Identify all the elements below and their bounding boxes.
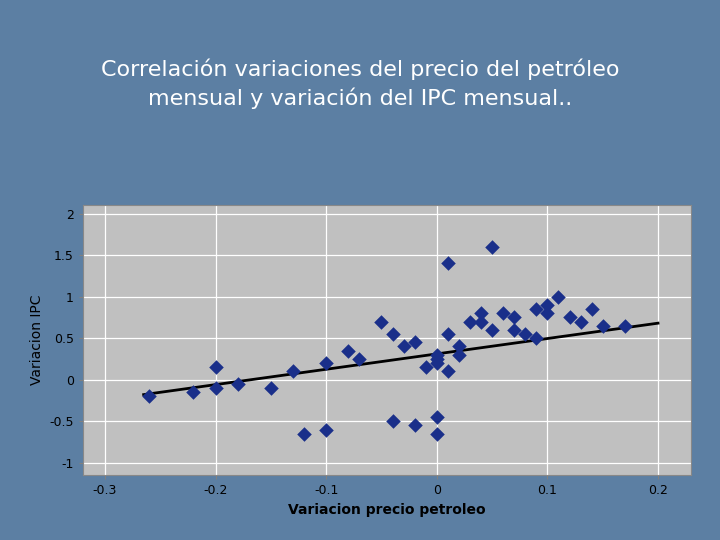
Point — [442, 329, 454, 338]
Point — [486, 326, 498, 334]
Point — [265, 383, 276, 392]
Point — [320, 425, 332, 434]
Point — [520, 329, 531, 338]
Point — [531, 334, 542, 342]
Point — [486, 242, 498, 251]
Point — [442, 367, 454, 376]
Point — [553, 292, 564, 301]
Point — [409, 338, 420, 347]
Point — [508, 313, 520, 322]
Point — [387, 329, 398, 338]
Point — [188, 388, 199, 396]
Point — [575, 317, 586, 326]
Point — [541, 309, 553, 318]
Point — [453, 350, 464, 359]
Point — [453, 342, 464, 351]
Point — [431, 429, 443, 438]
Point — [431, 359, 443, 367]
Point — [597, 321, 608, 330]
Point — [564, 313, 575, 322]
Point — [287, 367, 299, 376]
Point — [343, 346, 354, 355]
Point — [298, 429, 310, 438]
Point — [508, 326, 520, 334]
Point — [409, 421, 420, 430]
Point — [475, 317, 487, 326]
Point — [464, 317, 476, 326]
Point — [398, 342, 410, 351]
Point — [431, 350, 443, 359]
Point — [143, 392, 155, 401]
Point — [232, 380, 243, 388]
Point — [475, 309, 487, 318]
Point — [354, 355, 365, 363]
Point — [442, 259, 454, 268]
Point — [586, 305, 598, 313]
Point — [541, 301, 553, 309]
Point — [431, 355, 443, 363]
Point — [387, 417, 398, 426]
Point — [531, 305, 542, 313]
Point — [420, 363, 431, 372]
Point — [210, 383, 221, 392]
Point — [619, 321, 631, 330]
X-axis label: Variacion precio petroleo: Variacion precio petroleo — [288, 503, 486, 517]
Point — [498, 309, 509, 318]
Text: Correlación variaciones del precio del petróleo
mensual y variación del IPC mens: Correlación variaciones del precio del p… — [101, 59, 619, 109]
Y-axis label: Variacion IPC: Variacion IPC — [30, 295, 44, 386]
Point — [320, 359, 332, 367]
Point — [376, 317, 387, 326]
Point — [210, 363, 221, 372]
Point — [431, 413, 443, 421]
